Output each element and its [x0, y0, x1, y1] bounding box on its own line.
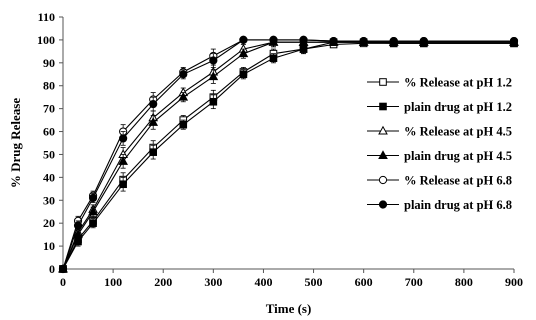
data-point — [509, 36, 519, 46]
legend-marker — [379, 102, 387, 111]
y-tick-label: 30 — [43, 193, 55, 207]
legend-marker — [378, 200, 388, 209]
legend-item-6: plain drug at pH 6.8 — [367, 198, 512, 212]
data-point — [178, 91, 189, 101]
y-tick-label: 50 — [43, 147, 55, 161]
data-point — [119, 134, 128, 143]
legend-item-5: % Release at pH 6.8 — [367, 174, 512, 188]
legend-label: plain drug at pH 4.5 — [404, 149, 512, 163]
data-point — [299, 35, 308, 45]
x-axis-title: Time (s) — [266, 301, 312, 316]
data-point — [179, 120, 188, 129]
legend-item-2: plain drug at pH 1.2 — [367, 100, 512, 114]
data-point — [73, 221, 83, 230]
legend-item-1: % Release at pH 1.2 — [367, 76, 512, 90]
data-point — [209, 97, 218, 106]
data-point — [149, 148, 157, 156]
data-point — [208, 71, 219, 81]
data-point — [359, 36, 368, 46]
data-point — [88, 193, 98, 203]
y-tick-label: 100 — [37, 33, 55, 47]
data-point — [148, 117, 159, 126]
series-6 — [58, 35, 519, 274]
legend-marker — [379, 78, 387, 86]
data-point — [239, 70, 248, 79]
legend-marker — [378, 150, 388, 159]
data-point — [88, 206, 98, 216]
data-point — [269, 54, 278, 63]
data-point — [58, 264, 68, 274]
y-tick-label: 110 — [38, 10, 55, 24]
x-tick-label: 900 — [505, 275, 523, 289]
y-tick-label: 20 — [43, 216, 55, 230]
y-axis-title: % Drug Release — [8, 98, 23, 188]
legend-item-3: % Release at pH 4.5 — [367, 125, 512, 139]
x-tick-label: 600 — [355, 275, 373, 289]
axes: 0 100 200 300 400 500 600 700 800 900 0 10 20 30 40 50 6… — [37, 10, 523, 289]
data-point — [329, 36, 338, 46]
series-layer — [58, 35, 519, 274]
legend-marker — [378, 175, 388, 185]
y-tick-label: 60 — [43, 125, 55, 139]
data-point — [419, 36, 428, 46]
data-point — [89, 219, 97, 227]
x-tick-label: 500 — [305, 275, 323, 289]
y-tick-label: 90 — [43, 56, 55, 70]
data-point — [269, 35, 278, 45]
legend-label: % Release at pH 6.8 — [404, 174, 512, 188]
legend-item-4: plain drug at pH 4.5 — [367, 149, 512, 163]
y-tick-label: 70 — [43, 102, 55, 116]
data-point — [73, 229, 83, 239]
data-point — [299, 45, 308, 53]
legend-label: plain drug at pH 6.8 — [404, 198, 512, 212]
x-tick-label: 300 — [204, 275, 222, 289]
legend-marker — [378, 125, 388, 135]
data-point — [179, 70, 188, 79]
legend-label: plain drug at pH 1.2 — [404, 100, 512, 114]
data-point — [119, 180, 127, 189]
legend-label: % Release at pH 4.5 — [404, 125, 512, 139]
data-point — [149, 99, 158, 109]
x-tick-label: 700 — [405, 275, 423, 289]
data-point — [389, 36, 398, 46]
x-tick-label: 800 — [455, 275, 473, 289]
data-point — [238, 48, 249, 58]
x-tick-label: 0 — [60, 275, 66, 289]
x-tick-label: 100 — [104, 275, 122, 289]
data-point — [209, 56, 218, 65]
legend-label: % Release at pH 1.2 — [404, 76, 512, 90]
x-tick-label: 200 — [154, 275, 172, 289]
y-tick-label: 10 — [43, 239, 55, 253]
y-tick-label: 0 — [49, 262, 55, 276]
y-tick-label: 80 — [43, 79, 55, 93]
data-point — [239, 35, 248, 45]
y-tick-label: 40 — [43, 170, 55, 184]
legend: % Release at pH 1.2 plain drug at pH 1.2%… — [367, 76, 512, 212]
x-tick-label: 400 — [254, 275, 272, 289]
data-point — [118, 156, 128, 165]
